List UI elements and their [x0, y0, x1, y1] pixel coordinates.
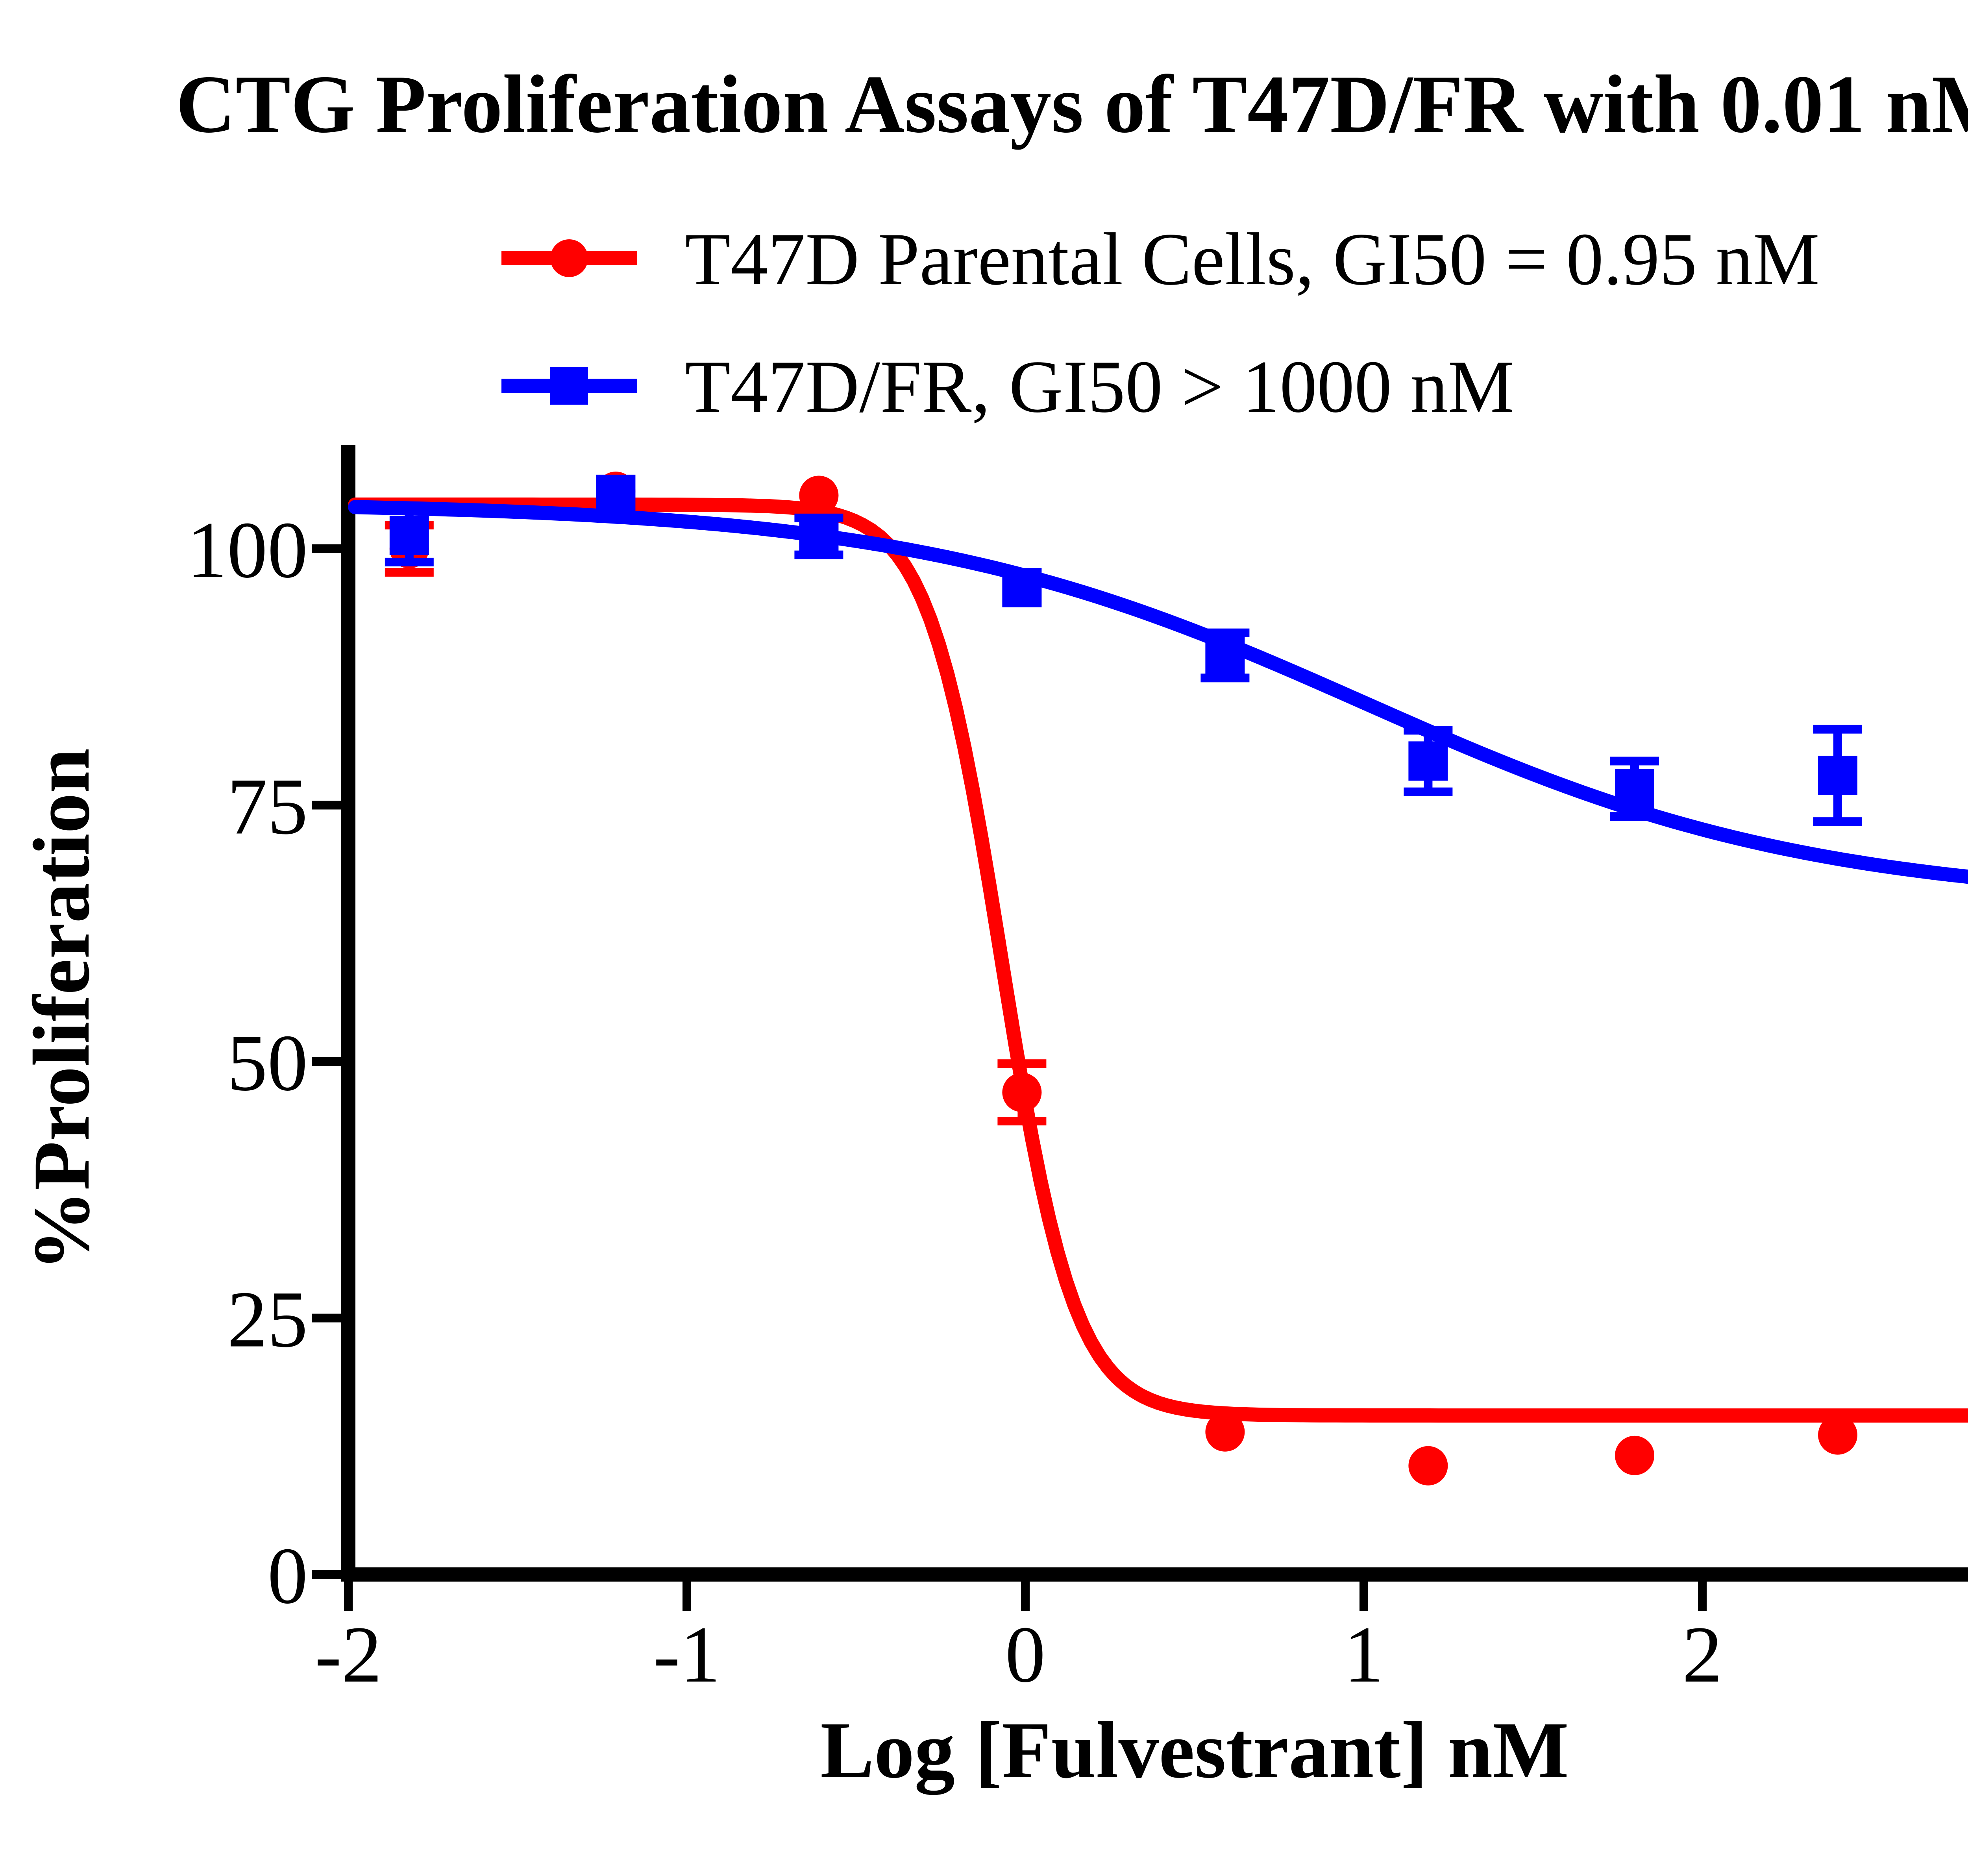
square-marker [1818, 755, 1857, 795]
y-axis-spine [341, 445, 355, 1582]
y-tick-100 [312, 544, 341, 553]
error-bar-cap-bottom [385, 557, 434, 566]
y-tick-0 [312, 1570, 341, 1579]
series-layer [348, 472, 1968, 1486]
circle-marker [1408, 1446, 1448, 1486]
legend-label-fr: T47D/FR, GI50 > 1000 nM [685, 346, 1515, 428]
x-axis-spine [341, 1567, 1968, 1582]
x-tick-0 [1021, 1582, 1030, 1611]
x-tick--1 [683, 1582, 691, 1611]
legend-circle-marker [550, 239, 588, 277]
legend-markers [501, 239, 637, 405]
circle-marker [1615, 1436, 1654, 1475]
x-axis-label: Log [Fulvestrant] nM [820, 1706, 1569, 1795]
square-marker [596, 474, 636, 514]
x-tick-label-2: 2 [1682, 1610, 1723, 1699]
error-bar-cap-bottom [1813, 817, 1862, 826]
x-tick--2 [344, 1582, 353, 1611]
y-tick-75 [312, 801, 341, 810]
legend-label-parental: T47D Parental Cells, GI50 = 0.95 nM [685, 218, 1820, 301]
y-tick-label-25: 25 [227, 1275, 308, 1364]
circle-marker [1818, 1415, 1857, 1455]
series-fr [348, 474, 1968, 884]
x-tick-1 [1359, 1582, 1368, 1611]
fit-curve [348, 500, 1968, 884]
error-bar-cap-top [1610, 757, 1659, 766]
y-tick-label-100: 100 [187, 505, 308, 595]
error-bar-cap-bottom [385, 568, 434, 577]
chart-title: CTG Proliferation Assays of T47D/FR with… [176, 59, 1968, 150]
x-tick-label--1: -1 [653, 1610, 721, 1699]
legend: T47D Parental Cells, GI50 = 0.95 nM T47D… [501, 218, 1820, 428]
fit-curve [348, 497, 1968, 1423]
circle-marker [1205, 1412, 1245, 1452]
y-tick-label-75: 75 [227, 762, 308, 851]
square-marker [389, 516, 429, 555]
y-tick-label-0: 0 [268, 1531, 308, 1621]
legend-square-marker [550, 367, 588, 405]
x-tick-label-0: 0 [1005, 1610, 1046, 1699]
error-bar-cap-top [1813, 725, 1862, 734]
square-marker [1408, 741, 1448, 781]
x-tick-label-1: 1 [1344, 1610, 1384, 1699]
y-tick-25 [312, 1314, 341, 1323]
y-tick-label-50: 50 [227, 1018, 308, 1108]
x-tick-label--2: -2 [315, 1610, 382, 1699]
error-bar-cap-bottom [1200, 673, 1250, 683]
y-tick-50 [312, 1057, 341, 1066]
x-tick-2 [1698, 1582, 1707, 1611]
error-bar-cap-bottom [1404, 787, 1453, 796]
y-axis-label: %Proliferation [17, 748, 106, 1271]
